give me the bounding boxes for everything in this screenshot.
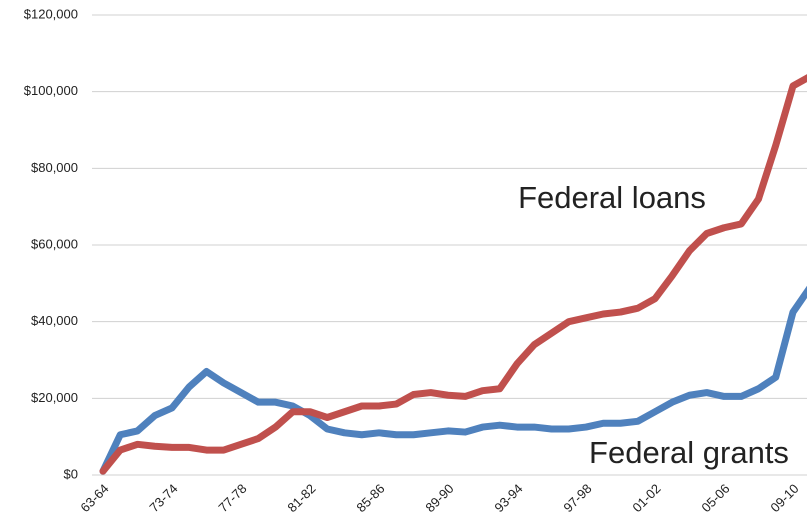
x-tick-label: 93-94 <box>491 481 525 515</box>
x-tick-label: 89-90 <box>422 481 456 515</box>
annotation: Federal grants <box>589 435 789 470</box>
grid <box>92 14 807 476</box>
y-tick-label: $80,000 <box>31 160 78 175</box>
series-line <box>99 74 807 475</box>
y-tick-label: $100,000 <box>24 83 78 98</box>
x-tick-label: 97-98 <box>560 481 594 515</box>
x-tick-label: 05-06 <box>698 481 732 515</box>
y-tick-label: $40,000 <box>31 313 78 328</box>
y-tick-label: $20,000 <box>31 390 78 405</box>
y-tick-label: $60,000 <box>31 236 78 251</box>
series-line <box>99 285 807 475</box>
lines <box>99 74 807 475</box>
x-tick-label: 77-78 <box>215 481 249 515</box>
x-tick-label: 85-86 <box>353 481 387 515</box>
y-tick-label: $120,000 <box>24 6 78 21</box>
x-tick-label: 09-10 <box>767 481 801 515</box>
annotation: Federal loans <box>518 180 706 215</box>
y-tick-label: $0 <box>64 466 78 481</box>
x-tick-label: 63-64 <box>77 481 111 515</box>
x-tick-label: 73-74 <box>146 481 180 515</box>
x-tick-label: 01-02 <box>629 481 663 515</box>
x-tick-label: 81-82 <box>284 481 318 515</box>
